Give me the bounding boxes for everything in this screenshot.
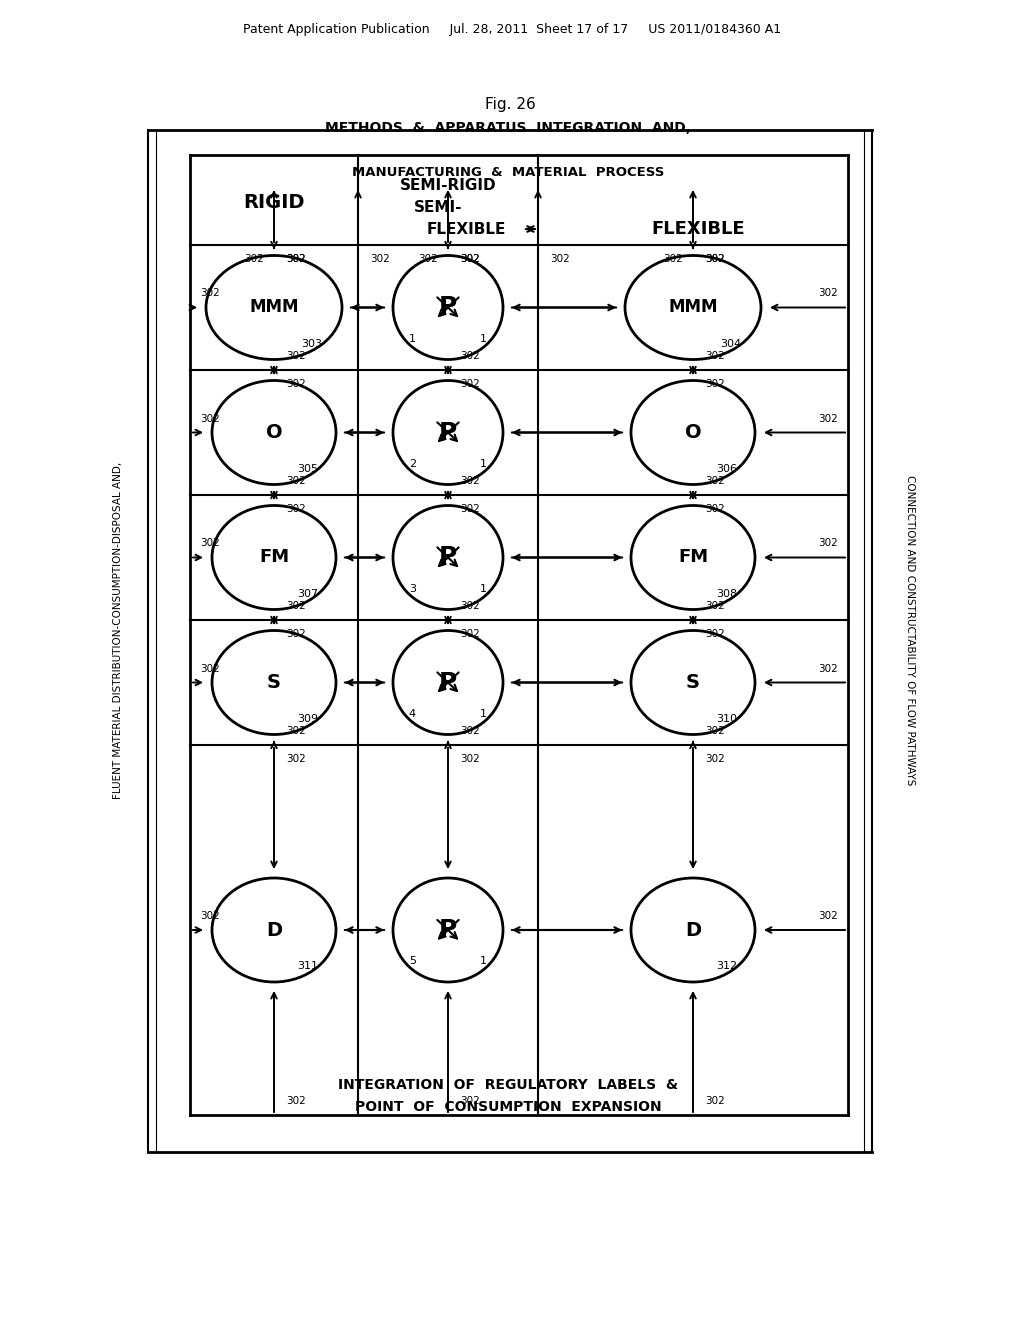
Text: RIGID: RIGID <box>244 193 305 211</box>
Text: MANUFACTURING  &  MATERIAL  PROCESS: MANUFACTURING & MATERIAL PROCESS <box>352 165 665 178</box>
Text: 307: 307 <box>298 589 318 599</box>
Text: 1: 1 <box>480 334 487 343</box>
Text: O: O <box>685 422 701 442</box>
Text: 302: 302 <box>706 477 725 486</box>
Text: FLEXIBLE: FLEXIBLE <box>651 220 744 238</box>
Text: 1: 1 <box>480 956 487 966</box>
Text: 311: 311 <box>298 961 318 972</box>
Text: 306: 306 <box>717 463 737 474</box>
Text: 302: 302 <box>418 253 438 264</box>
Text: FM: FM <box>678 549 708 566</box>
Text: 302: 302 <box>706 726 725 737</box>
Text: FLUENT MATERIAL DISTRIBUTION-CONSUMPTION-DISPOSAL AND,: FLUENT MATERIAL DISTRIBUTION-CONSUMPTION… <box>113 462 123 799</box>
Text: 5: 5 <box>409 956 416 966</box>
Text: 302: 302 <box>286 630 306 639</box>
Text: 302: 302 <box>818 289 838 298</box>
Text: 302: 302 <box>286 253 306 264</box>
Text: D: D <box>266 920 282 940</box>
Text: 302: 302 <box>706 351 725 360</box>
Text: 304: 304 <box>720 339 741 348</box>
Text: 303: 303 <box>301 339 322 348</box>
Text: 302: 302 <box>460 726 480 737</box>
Text: 302: 302 <box>460 754 480 764</box>
Text: 302: 302 <box>460 477 480 486</box>
Text: SEMI-: SEMI- <box>414 201 462 215</box>
Text: 302: 302 <box>200 289 220 298</box>
Text: 302: 302 <box>286 379 306 389</box>
Text: MMM: MMM <box>669 298 718 317</box>
Text: Patent Application Publication     Jul. 28, 2011  Sheet 17 of 17     US 2011/018: Patent Application Publication Jul. 28, … <box>243 24 781 37</box>
Text: 302: 302 <box>706 379 725 389</box>
Text: 1: 1 <box>480 583 487 594</box>
Text: Fig. 26: Fig. 26 <box>484 98 536 112</box>
Text: 302: 302 <box>286 601 306 611</box>
Text: 302: 302 <box>286 726 306 737</box>
Text: 302: 302 <box>286 1096 306 1106</box>
Text: 308: 308 <box>717 589 737 599</box>
Text: S: S <box>686 673 700 692</box>
Text: 1: 1 <box>409 334 416 343</box>
Text: 302: 302 <box>200 911 220 921</box>
Text: 302: 302 <box>706 601 725 611</box>
Text: 302: 302 <box>460 253 480 264</box>
Text: 302: 302 <box>706 630 725 639</box>
Text: P: P <box>439 671 457 694</box>
Text: 302: 302 <box>550 253 570 264</box>
Text: O: O <box>265 422 283 442</box>
Text: 302: 302 <box>460 379 480 389</box>
Text: 302: 302 <box>460 601 480 611</box>
Text: 302: 302 <box>286 504 306 513</box>
Text: D: D <box>685 920 701 940</box>
Text: 302: 302 <box>706 253 725 264</box>
Text: METHODS  &  APPARATUS  INTEGRATION  AND,: METHODS & APPARATUS INTEGRATION AND, <box>325 121 691 135</box>
Text: MMM: MMM <box>249 298 299 317</box>
Text: POINT  OF  CONSUMPTION  EXPANSION: POINT OF CONSUMPTION EXPANSION <box>354 1100 662 1114</box>
Text: 302: 302 <box>706 1096 725 1106</box>
Text: P: P <box>439 545 457 569</box>
Text: 4: 4 <box>409 709 416 718</box>
Text: FM: FM <box>259 549 289 566</box>
Text: 302: 302 <box>706 754 725 764</box>
Text: 302: 302 <box>286 253 306 264</box>
Text: 305: 305 <box>298 463 318 474</box>
Text: 1: 1 <box>480 459 487 469</box>
Text: 302: 302 <box>200 413 220 424</box>
Text: 302: 302 <box>200 539 220 549</box>
Text: 3: 3 <box>409 583 416 594</box>
Text: 302: 302 <box>664 253 683 264</box>
Text: FLEXIBLE: FLEXIBLE <box>426 222 506 236</box>
Text: 302: 302 <box>460 1096 480 1106</box>
Text: 302: 302 <box>286 754 306 764</box>
Text: 302: 302 <box>818 539 838 549</box>
Text: 302: 302 <box>286 477 306 486</box>
Text: CONNECTION AND CONSTRUCTABILITY OF FLOW PATHWAYS: CONNECTION AND CONSTRUCTABILITY OF FLOW … <box>905 475 915 785</box>
Text: 302: 302 <box>460 253 480 264</box>
Text: 1: 1 <box>480 709 487 718</box>
Text: 302: 302 <box>818 413 838 424</box>
Text: S: S <box>267 673 281 692</box>
Text: 302: 302 <box>818 911 838 921</box>
Text: 302: 302 <box>370 253 390 264</box>
Text: 302: 302 <box>244 253 264 264</box>
Text: SEMI-RIGID: SEMI-RIGID <box>399 177 497 193</box>
Text: 302: 302 <box>706 504 725 513</box>
Text: 302: 302 <box>200 664 220 673</box>
Text: 302: 302 <box>706 253 725 264</box>
Text: 302: 302 <box>818 664 838 673</box>
Text: P: P <box>439 296 457 319</box>
Text: P: P <box>439 421 457 445</box>
Text: P: P <box>439 917 457 942</box>
Text: 310: 310 <box>717 714 737 723</box>
Text: 309: 309 <box>298 714 318 723</box>
Text: 302: 302 <box>460 351 480 360</box>
Text: INTEGRATION  OF  REGULATORY  LABELS  &: INTEGRATION OF REGULATORY LABELS & <box>338 1078 678 1092</box>
Text: 2: 2 <box>409 459 416 469</box>
Text: 302: 302 <box>460 504 480 513</box>
Text: 302: 302 <box>286 351 306 360</box>
Text: 312: 312 <box>717 961 737 972</box>
Text: 302: 302 <box>460 630 480 639</box>
